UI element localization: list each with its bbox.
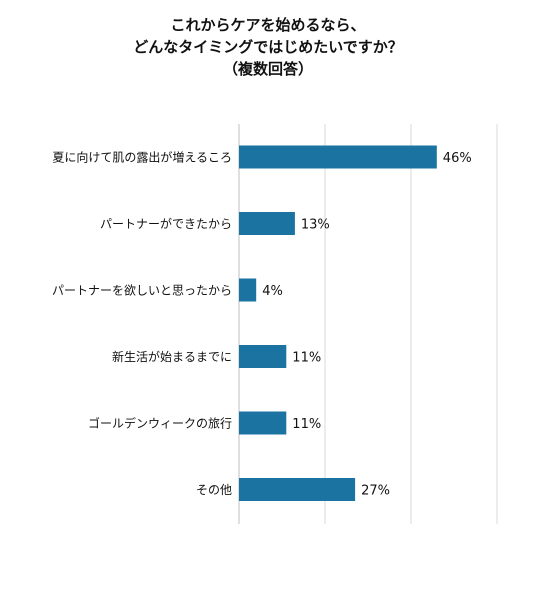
bar [239, 478, 356, 501]
bar [239, 145, 437, 169]
category-label: パートナーができたから [100, 216, 232, 231]
value-label: 27% [361, 484, 390, 499]
bar [239, 345, 287, 368]
category-label: その他 [196, 483, 232, 497]
bar [239, 212, 295, 235]
chart-title-line-2: どんなタイミングではじめたいですか？ [133, 38, 403, 56]
category-label: ゴールデンウィークの旅行 [88, 416, 232, 431]
value-label: 46% [443, 151, 472, 166]
value-label: 4% [262, 284, 283, 299]
chart-title-line-3: （複数回答） [222, 60, 313, 78]
bar [239, 411, 287, 435]
chart-title: これからケアを始めるなら、 どんなタイミングではじめたいですか？ （複数回答） [0, 14, 536, 80]
bar [239, 278, 257, 302]
chart-title-line-1: これからケアを始めるなら、 [170, 16, 366, 34]
value-label: 11% [292, 351, 321, 366]
value-label: 11% [292, 417, 321, 432]
category-label: パートナーを欲しいと思ったから [52, 284, 232, 298]
category-label: 夏に向けて肌の露出が増えるころ [52, 150, 232, 165]
category-label: 新生活が始まるまでに [112, 349, 232, 364]
value-label: 13% [301, 218, 330, 233]
